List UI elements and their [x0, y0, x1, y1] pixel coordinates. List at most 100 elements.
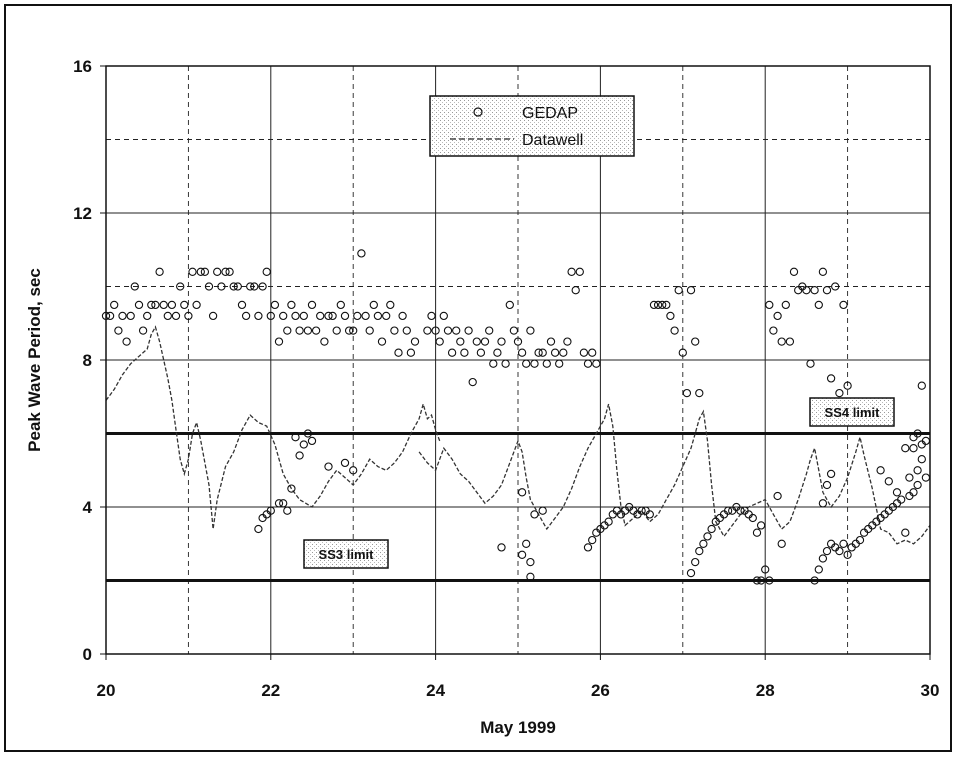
gedap-point	[369, 300, 378, 310]
gedap-point	[299, 440, 308, 449]
gedap-point	[691, 337, 700, 346]
gedap-point	[592, 359, 601, 368]
gedap-point	[781, 300, 790, 310]
gedap-point	[513, 337, 523, 346]
gedap-point	[476, 348, 486, 357]
gedap-point	[517, 488, 527, 497]
gedap-point	[806, 359, 815, 368]
gedap-point	[843, 550, 852, 559]
gedap-point	[254, 311, 263, 321]
datawell-line	[105, 325, 441, 530]
gedap-point	[382, 311, 391, 321]
gedap-point	[826, 469, 836, 479]
gedap-point	[909, 488, 918, 497]
gedap-point	[176, 282, 185, 291]
gedap-point	[686, 568, 696, 578]
gedap-point	[546, 337, 556, 346]
gedap-point	[814, 565, 823, 574]
gedap-point	[773, 491, 782, 501]
gedap-point	[221, 267, 230, 276]
gedap-point	[822, 480, 832, 490]
gedap-point	[855, 535, 865, 545]
gedap-point	[427, 311, 436, 321]
gedap-point	[835, 388, 844, 398]
gedap-point	[159, 300, 168, 310]
gedap-point	[637, 506, 646, 515]
gedap-point	[662, 300, 671, 310]
y-tick-label: 8	[83, 351, 92, 370]
gedap-point	[756, 521, 766, 530]
gedap-point	[756, 576, 766, 585]
gedap-point	[538, 506, 547, 515]
gedap-point	[666, 311, 675, 321]
gedap-point	[439, 311, 448, 321]
gedap-point	[752, 528, 762, 537]
gedap-point	[653, 300, 663, 310]
gedap-point	[530, 359, 539, 368]
gedap-point	[480, 337, 490, 346]
legend-gedap-marker	[473, 107, 483, 117]
ss3-limit-label: SS3 limit	[303, 539, 389, 569]
gedap-point	[155, 267, 164, 276]
gedap-point	[913, 466, 922, 475]
gedap-point	[163, 311, 172, 321]
gedap-point	[777, 539, 786, 548]
gedap-point	[485, 326, 494, 335]
gedap-point	[493, 348, 502, 357]
gedap-point	[110, 300, 119, 310]
gedap-point	[402, 326, 411, 335]
gedap-point	[678, 348, 687, 357]
gedap-point	[497, 337, 506, 346]
gedap-point	[588, 535, 597, 545]
gedap-point	[530, 510, 539, 519]
gedap-point	[447, 348, 457, 357]
gedap-point	[921, 473, 931, 482]
gedap-point	[295, 451, 304, 460]
gedap-point	[831, 282, 840, 291]
gedap-point	[188, 267, 197, 276]
ss3-limit-text: SS3 limit	[319, 547, 375, 562]
gedap-point	[460, 348, 469, 357]
gedap-point	[266, 506, 275, 515]
gedap-point	[151, 300, 160, 310]
gedap-point	[695, 388, 704, 398]
gedap-point	[913, 429, 922, 438]
gedap-series	[101, 249, 931, 585]
gedap-point	[241, 311, 251, 321]
gedap-point	[208, 311, 218, 321]
gedap-point	[649, 300, 659, 310]
gedap-point	[122, 337, 131, 346]
gedap-point	[423, 326, 432, 335]
gedap-point	[691, 557, 700, 567]
y-axis-label: Peak Wave Period, sec	[25, 268, 44, 452]
gedap-point	[489, 359, 498, 368]
gedap-point	[130, 282, 139, 291]
gedap-point	[213, 267, 222, 276]
gedap-point	[765, 300, 774, 310]
gedap-point	[443, 326, 453, 335]
gedap-point	[344, 326, 354, 335]
gedap-point	[118, 311, 127, 321]
gedap-point	[682, 388, 692, 398]
gedap-point	[542, 359, 551, 368]
gedap-point	[522, 539, 531, 548]
gedap-point	[505, 300, 514, 310]
gedap-point	[501, 359, 510, 368]
gedap-point	[526, 326, 535, 335]
x-tick-label: 24	[426, 681, 445, 700]
gedap-point	[826, 374, 836, 383]
gedap-point	[394, 348, 403, 357]
gedap-point	[262, 267, 271, 276]
gedap-point	[398, 311, 407, 321]
gedap-point	[761, 565, 770, 574]
gedap-point	[134, 300, 144, 310]
gedap-point	[180, 300, 189, 310]
gedap-point	[550, 348, 560, 357]
legend-gedap-label: GEDAP	[522, 105, 578, 122]
gedap-point	[353, 311, 362, 321]
gedap-point	[517, 550, 527, 559]
gedap-point	[723, 506, 733, 515]
gedap-point	[802, 286, 811, 295]
y-tick-label: 16	[73, 57, 92, 76]
gedap-point	[464, 326, 473, 335]
